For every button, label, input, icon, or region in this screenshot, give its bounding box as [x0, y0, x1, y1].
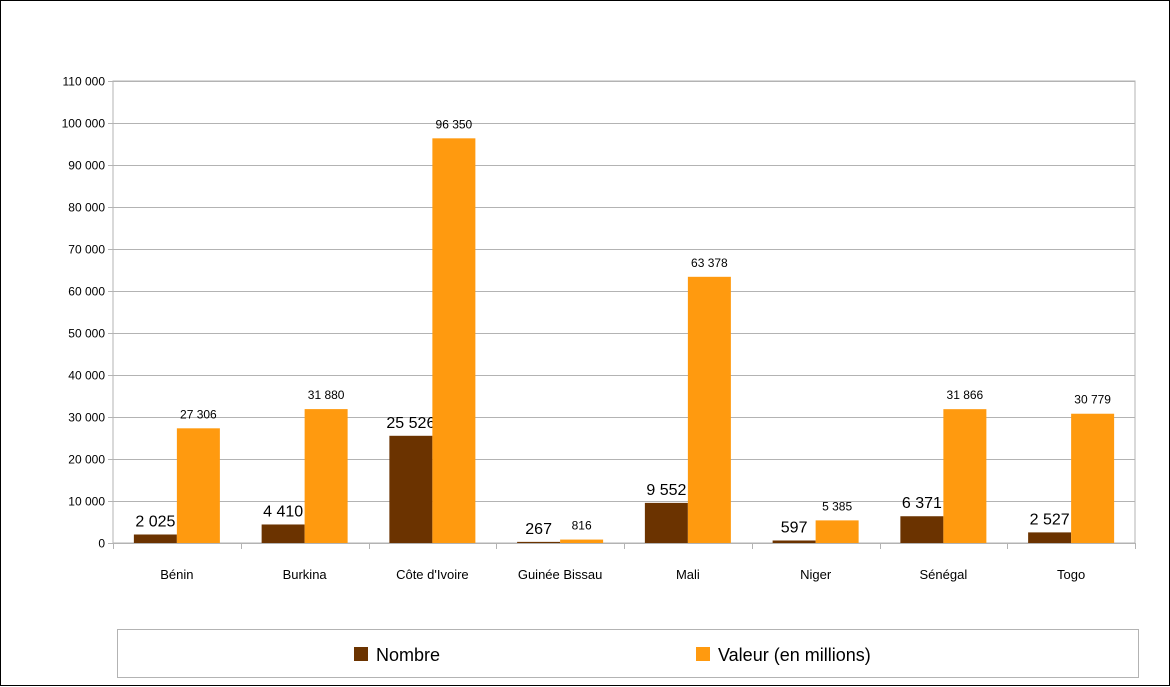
bar-nombre	[644, 502, 688, 543]
bar-valeur	[304, 409, 348, 543]
bar-nombre	[900, 516, 944, 543]
y-tick-label: 10 000	[68, 495, 105, 509]
data-label: 6 371	[902, 495, 942, 512]
x-tick-label: Bénin	[160, 567, 193, 582]
legend-label: Valeur (en millions)	[718, 645, 871, 665]
bar-nombre	[517, 541, 561, 543]
bar-valeur	[176, 428, 220, 543]
data-label: 31 866	[947, 388, 984, 402]
y-tick-label: 70 000	[68, 243, 105, 257]
legend-swatch	[696, 647, 710, 661]
data-label: 96 350	[436, 117, 473, 131]
bar-valeur	[815, 520, 859, 543]
data-label: 5 385	[822, 499, 852, 513]
y-tick-label: 40 000	[68, 369, 105, 383]
y-tick-label: 20 000	[68, 453, 105, 467]
legend-swatch	[354, 647, 368, 661]
y-tick-label: 60 000	[68, 285, 105, 299]
y-tick-label: 0	[98, 537, 105, 551]
bar-nombre	[1028, 532, 1072, 543]
x-tick-label: Guinée Bissau	[518, 567, 603, 582]
bar-nombre	[261, 524, 305, 543]
data-label: 27 306	[180, 407, 217, 421]
data-label: 4 410	[263, 503, 303, 520]
x-tick-label: Mali	[676, 567, 700, 582]
bar-valeur	[560, 539, 604, 543]
y-tick-label: 30 000	[68, 411, 105, 425]
legend-box	[117, 629, 1139, 678]
x-tick-label: Niger	[800, 567, 832, 582]
bar-valeur	[687, 276, 731, 543]
bar-valeur	[432, 138, 476, 543]
x-tick-label: Togo	[1057, 567, 1085, 582]
data-label: 816	[572, 519, 592, 533]
y-tick-label: 50 000	[68, 327, 105, 341]
data-label: 597	[781, 519, 808, 536]
y-tick-label: 110 000	[63, 75, 106, 89]
bar-valeur	[943, 409, 987, 543]
data-label: 63 378	[691, 256, 728, 270]
y-tick-label: 100 000	[62, 117, 106, 131]
data-label: 25 526	[386, 415, 435, 432]
y-tick-label: 90 000	[68, 159, 105, 173]
bar-nombre	[772, 540, 816, 543]
data-label: 9 552	[646, 482, 686, 499]
bar-nombre	[389, 435, 433, 543]
data-label: 31 880	[308, 388, 345, 402]
data-label: 2 527	[1030, 511, 1070, 528]
x-tick-label: Burkina	[283, 567, 328, 582]
bar-valeur	[1071, 413, 1115, 543]
x-tick-label: Côte d'Ivoire	[396, 567, 469, 582]
data-label: 2 025	[135, 513, 175, 530]
x-tick-label: Sénégal	[920, 567, 968, 582]
data-label: 30 779	[1074, 393, 1111, 407]
bar-nombre	[133, 534, 177, 543]
data-label: 267	[525, 521, 552, 538]
legend-label: Nombre	[376, 645, 440, 665]
y-tick-label: 80 000	[68, 201, 105, 215]
